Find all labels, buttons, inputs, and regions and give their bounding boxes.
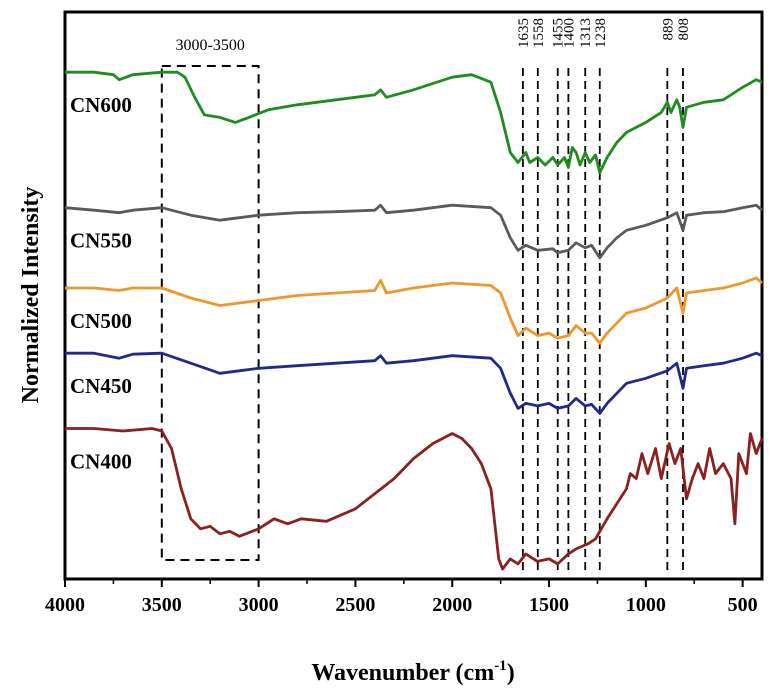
highlight-box-3000-3500: [160, 65, 260, 561]
x-tick-label-3000: 3000: [239, 594, 279, 616]
series-labels: CN600 CN550 CN500 CN450 CN400: [70, 93, 132, 473]
peak-label-1635: 1635: [516, 18, 532, 48]
x-tick-label-1500: 1500: [529, 594, 569, 616]
peak-label-1313: 1313: [578, 18, 594, 48]
peak-label-889: 889: [660, 18, 676, 41]
highlight-box-group: 3000-3500: [160, 37, 260, 561]
x-axis-title-main: Wavenumber (cm: [311, 660, 494, 686]
x-tick-label-500: 500: [728, 594, 758, 616]
series-line-cn400: [65, 427, 764, 571]
x-tick-label-2500: 2500: [335, 594, 375, 616]
peak-label-1455: 1455: [551, 18, 567, 48]
series-line-cn600: [65, 70, 763, 174]
x-tick-label-2000: 2000: [432, 594, 472, 616]
series-line-cn500: [65, 276, 763, 345]
series-line-cn450: [65, 351, 763, 415]
series-label-cn500: CN500: [70, 309, 132, 333]
peak-label-1400: 1400: [561, 18, 577, 48]
peak-label-808: 808: [676, 18, 692, 41]
series-label-cn400: CN400: [70, 449, 132, 473]
x-tick-label-4000: 4000: [45, 594, 85, 616]
x-axis-ticks: [64, 579, 744, 587]
x-axis-tick-labels: 4000 3500 3000 2500 2000 1500 1000 500: [45, 594, 758, 616]
series-label-cn450: CN450: [70, 374, 132, 398]
plot-frame: [63, 10, 764, 581]
x-axis-title-superscript: -1: [494, 658, 507, 674]
series-line-cn550: [64, 203, 763, 260]
x-axis-title: Wavenumber (cm-1): [311, 658, 514, 686]
peak-label-1238: 1238: [593, 18, 609, 48]
series-label-cn600: CN600: [70, 93, 132, 117]
x-tick-label-3500: 3500: [142, 594, 182, 616]
series-label-cn550: CN550: [70, 229, 132, 253]
x-axis-title-close: ): [507, 660, 515, 686]
y-axis-title: Normalized Intensity: [18, 187, 44, 404]
x-tick-label-1000: 1000: [626, 594, 666, 616]
highlight-box-label: 3000-3500: [176, 37, 245, 54]
peak-label-1558: 1558: [531, 18, 547, 48]
series-lines: [64, 70, 764, 571]
